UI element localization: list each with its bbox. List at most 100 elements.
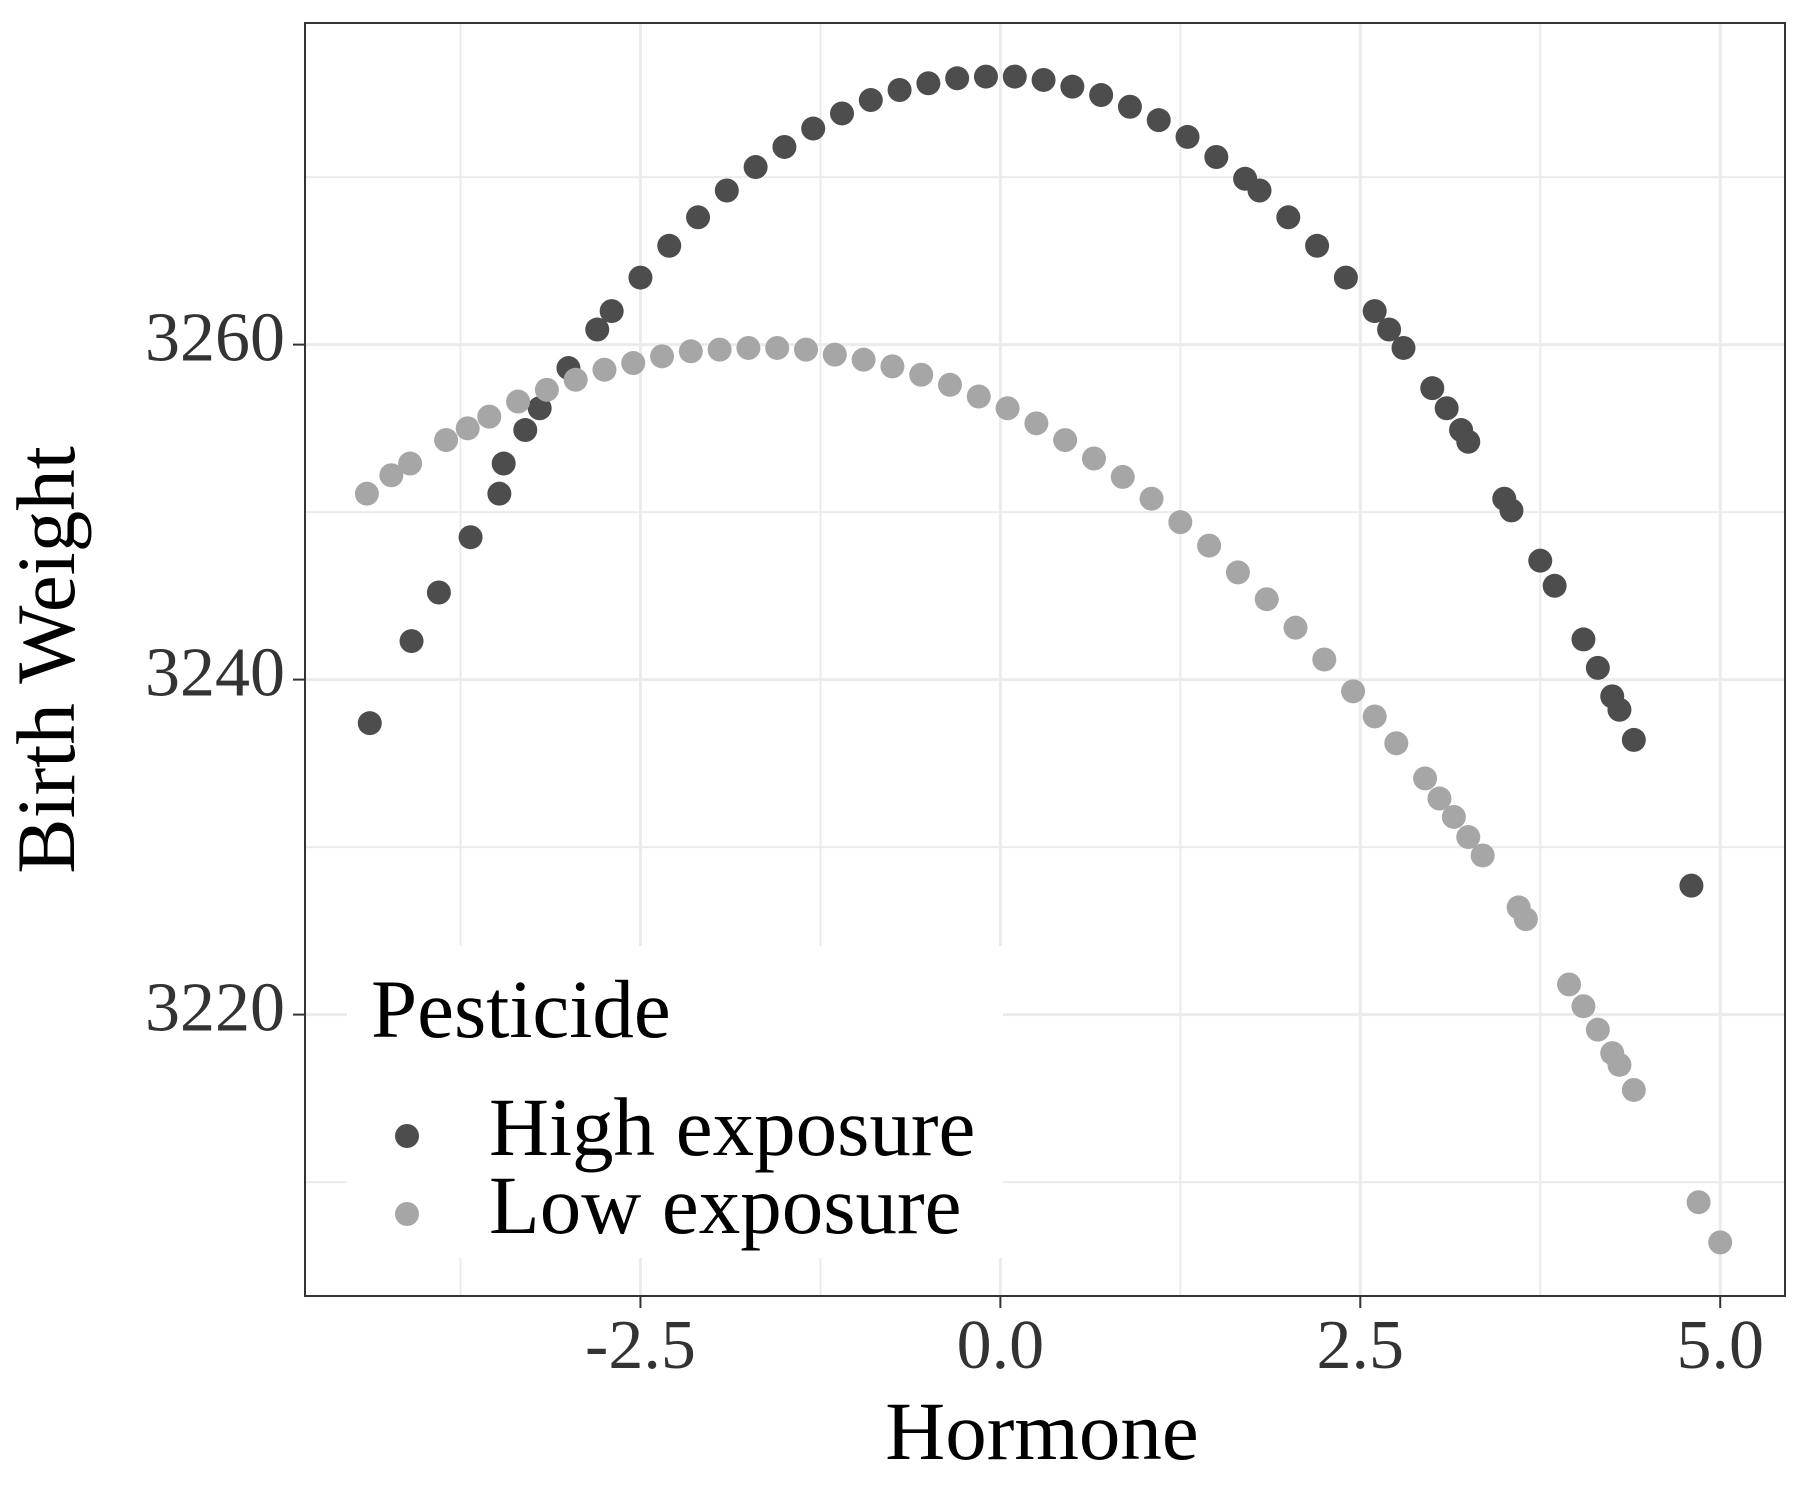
point — [1081, 446, 1106, 471]
point — [458, 525, 483, 550]
point — [563, 367, 588, 392]
point — [1175, 124, 1200, 149]
point — [621, 351, 646, 376]
plot-border — [304, 22, 1786, 1297]
point — [513, 418, 538, 443]
point — [1312, 647, 1337, 672]
point — [534, 377, 559, 402]
point — [1384, 731, 1409, 756]
point — [1110, 464, 1135, 489]
point — [592, 357, 617, 382]
x-axis-title: Hormone — [885, 1385, 1198, 1477]
series-points — [357, 64, 1704, 898]
y-tick-label: 3220 — [145, 970, 285, 1047]
legend-key — [395, 1124, 419, 1148]
point — [398, 451, 423, 476]
point — [1571, 994, 1596, 1019]
point — [1024, 411, 1049, 436]
point — [966, 384, 991, 409]
point — [1225, 560, 1250, 585]
point — [995, 396, 1020, 421]
point — [354, 481, 379, 506]
point — [830, 101, 855, 126]
point — [880, 354, 905, 379]
point — [1621, 727, 1646, 752]
point — [1283, 615, 1308, 640]
point — [426, 580, 451, 605]
point — [858, 88, 883, 113]
point — [455, 416, 480, 441]
point — [1168, 510, 1193, 535]
point — [1197, 533, 1222, 558]
point — [1204, 145, 1229, 169]
point — [1002, 64, 1027, 89]
point — [794, 337, 819, 362]
point — [822, 342, 847, 367]
point — [1621, 1077, 1646, 1102]
point — [945, 66, 970, 91]
point — [1377, 317, 1402, 342]
point — [714, 178, 739, 203]
point — [491, 451, 516, 476]
point — [765, 335, 790, 360]
point — [1060, 74, 1085, 99]
y-axis-title: Birth Weight — [0, 446, 92, 874]
y-tick-label: 3240 — [145, 635, 285, 712]
point — [1607, 1052, 1632, 1077]
legend-background — [347, 946, 1003, 1258]
point — [657, 233, 682, 258]
point — [909, 362, 934, 387]
point — [1413, 766, 1438, 791]
point — [1686, 1190, 1711, 1215]
point — [1456, 825, 1481, 850]
point — [1420, 376, 1445, 401]
legend-title: Pesticide — [371, 963, 671, 1055]
point — [1254, 587, 1279, 612]
point — [1528, 548, 1553, 573]
x-tick-label: 2.5 — [1317, 1307, 1405, 1384]
point — [937, 372, 962, 397]
point — [887, 78, 912, 102]
point — [1708, 1230, 1733, 1255]
point — [973, 64, 998, 89]
point — [1139, 486, 1164, 511]
point — [1470, 843, 1495, 868]
x-tick-label: 0.0 — [957, 1307, 1045, 1384]
point — [1391, 335, 1416, 360]
point — [1585, 655, 1610, 680]
point — [1542, 573, 1567, 598]
point — [1571, 627, 1596, 652]
point — [487, 481, 512, 506]
point — [1513, 907, 1538, 932]
point — [1362, 704, 1387, 729]
point — [399, 629, 424, 654]
point — [1341, 679, 1366, 704]
point — [379, 463, 404, 488]
point — [851, 347, 876, 372]
point — [1247, 178, 1272, 203]
point — [585, 317, 610, 342]
point — [1585, 1017, 1610, 1042]
legend-key — [395, 1202, 419, 1226]
point — [772, 134, 797, 159]
y-tick-label: 3260 — [145, 300, 285, 377]
point — [1427, 786, 1452, 811]
point — [801, 116, 826, 141]
point — [477, 404, 502, 429]
point — [1053, 428, 1078, 453]
point — [1031, 67, 1056, 92]
x-tick-label: -2.5 — [585, 1307, 696, 1384]
legend-label: Low exposure — [489, 1159, 962, 1251]
point — [1456, 429, 1481, 454]
point — [506, 389, 531, 414]
point — [434, 428, 459, 453]
point — [357, 711, 382, 736]
x-tick-label: 5.0 — [1676, 1307, 1764, 1384]
point — [743, 155, 768, 180]
point — [599, 299, 624, 324]
point — [1607, 697, 1632, 722]
point — [1362, 299, 1387, 324]
point — [1434, 396, 1459, 421]
point — [707, 337, 732, 362]
